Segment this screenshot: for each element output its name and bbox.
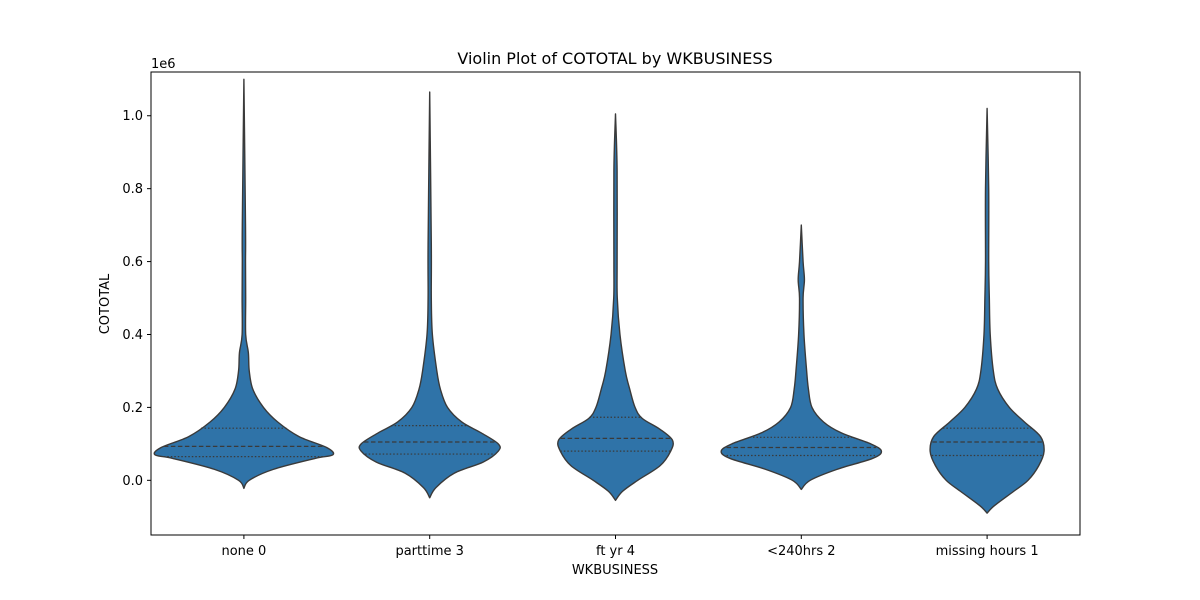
- violin-body: [153, 78, 335, 490]
- y-tick-label: 0.8: [122, 182, 143, 197]
- x-tick-label: none 0: [221, 544, 266, 559]
- y-axis-label: COTOTAL: [98, 273, 113, 334]
- violin-body: [358, 91, 501, 499]
- x-tick-label: parttime 3: [395, 544, 463, 559]
- violin-body: [929, 107, 1045, 514]
- y-tick-label: 1.0: [122, 109, 143, 124]
- x-axis-ticks: none 0 parttime 3 ft yr 4 <240hrs 2 missing …: [221, 535, 1039, 559]
- violins-layer: [153, 78, 1045, 514]
- chart-title: Violin Plot of COTOTAL by WKBUSINESS: [457, 49, 772, 68]
- x-tick-label: ft yr 4: [596, 544, 635, 559]
- y-tick-label: 0.2: [122, 401, 143, 416]
- x-tick-label: <240hrs 2: [767, 544, 835, 559]
- y-tick-label: 0.0: [122, 474, 143, 489]
- x-tick-label: missing hours 1: [936, 544, 1039, 559]
- y-tick-label: 0.4: [122, 328, 143, 343]
- violin-body: [720, 224, 883, 491]
- y-tick-label: 0.6: [122, 255, 143, 270]
- y-axis-ticks: 0.0 0.2 0.4 0.6 0.8 1.0: [122, 109, 151, 489]
- violin-body: [557, 113, 674, 502]
- x-axis-label: WKBUSINESS: [572, 563, 658, 578]
- y-axis-offset-label: 1e6: [151, 57, 176, 72]
